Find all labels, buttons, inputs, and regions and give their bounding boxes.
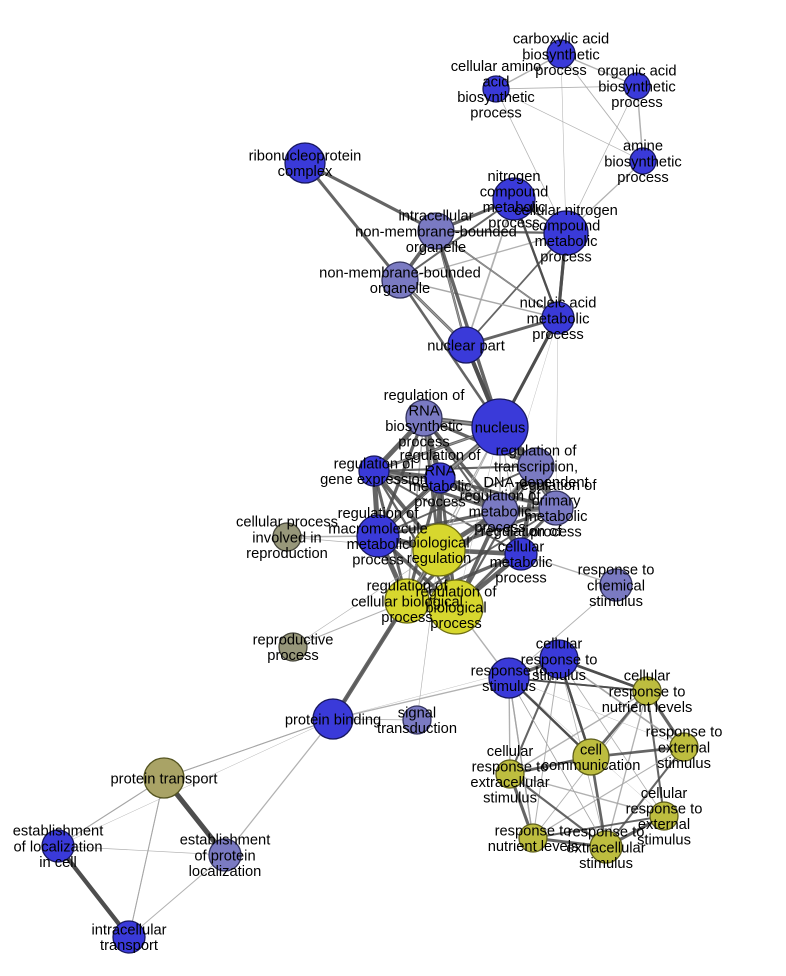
svg-text:protein binding: protein binding bbox=[285, 712, 381, 728]
svg-text:protein transport: protein transport bbox=[111, 771, 218, 787]
svg-text:nuclear part: nuclear part bbox=[427, 338, 505, 354]
svg-text:nucleus: nucleus bbox=[475, 420, 526, 436]
